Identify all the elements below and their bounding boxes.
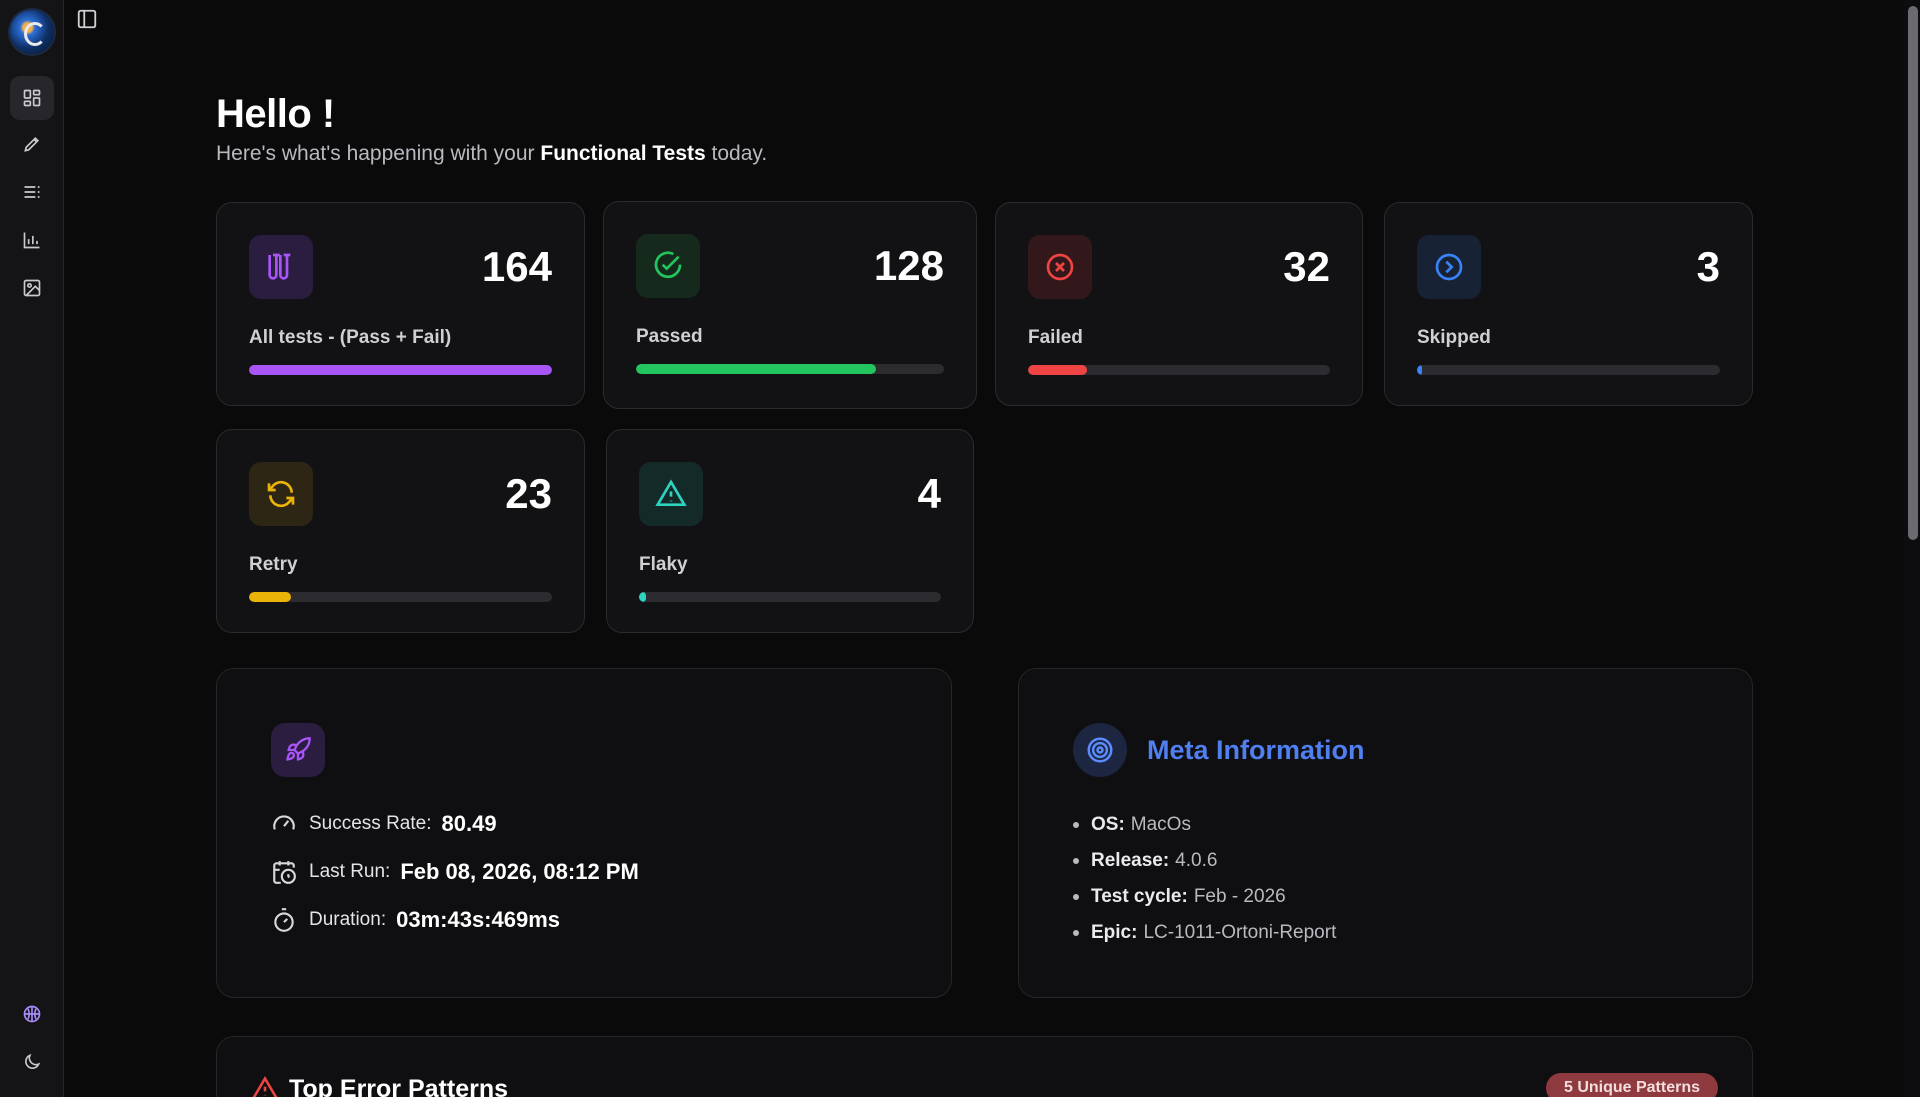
stat-icon-box [249, 235, 313, 299]
stat-progress-fill [249, 592, 292, 602]
warning-icon [252, 1075, 278, 1097]
stat-value: 23 [505, 470, 552, 517]
nav-charts[interactable] [10, 218, 54, 262]
sidebar [0, 0, 64, 1097]
list-icon [24, 186, 40, 198]
last-run-value: Feb 08, 2026, 08:12 PM [400, 859, 639, 884]
stat-value: 4 [917, 470, 941, 517]
warning-triangle-icon [655, 479, 687, 506]
error-patterns-title: Top Error Patterns [289, 1075, 509, 1097]
chevron-right-circle-icon [1435, 253, 1463, 281]
stat-value: 32 [1283, 243, 1330, 290]
stat-label: Retry [249, 554, 298, 575]
stat-card-flaky[interactable]: 4 Flaky [606, 429, 974, 633]
success-rate-label: Success Rate: [309, 813, 432, 834]
unique-patterns-badge: 5 Unique Patterns [1545, 1073, 1718, 1097]
theme-toggle[interactable] [10, 1040, 54, 1084]
stopwatch-icon [274, 908, 294, 932]
stat-value: 128 [873, 242, 944, 289]
gauge-icon [273, 815, 295, 830]
page-subtitle: Here's what's happening with your Functi… [216, 142, 768, 165]
nav-ai[interactable] [10, 992, 54, 1036]
stat-card-passed[interactable]: 128 Passed [603, 201, 977, 409]
stat-label: Skipped [1417, 327, 1491, 348]
stat-label: Passed [636, 326, 703, 347]
check-circle-icon [654, 251, 682, 279]
stat-progress [249, 592, 552, 602]
stat-label: Failed [1028, 327, 1083, 348]
stat-label: All tests - (Pass + Fail) [249, 327, 452, 348]
stat-progress [636, 364, 944, 374]
stat-progress-fill [1417, 365, 1423, 375]
meta-list: OS: MacOs Release: 4.0.6 Test cycle: Feb - … [1073, 807, 1336, 951]
sidebar-toggle-icon[interactable] [76, 8, 98, 30]
success-rate-value: 80.49 [441, 811, 497, 836]
stat-progress-fill [639, 592, 647, 602]
calendar-clock-icon [273, 861, 296, 884]
page-title: Hello ! [216, 92, 335, 136]
refresh-icon [267, 480, 295, 508]
duration-label: Duration: [309, 909, 387, 930]
nav-dashboard[interactable] [10, 76, 54, 120]
stat-progress-fill [636, 364, 877, 374]
last-run-row: Last Run: Feb 08, 2026, 08:12 PM [271, 859, 639, 885]
stat-icon-box [1417, 235, 1481, 299]
stat-icon-box [639, 462, 703, 526]
dashboard-icon [23, 89, 41, 107]
x-circle-icon [1046, 253, 1074, 281]
stat-progress [639, 592, 941, 602]
last-run-label: Last Run: [309, 861, 391, 882]
error-patterns-card: Top Error Patterns 5 Unique Patterns [216, 1036, 1753, 1097]
meta-panel: Meta Information OS: MacOs Release: 4.0.6 … [1018, 668, 1753, 998]
stat-progress [1028, 365, 1330, 375]
test-tubes-icon [268, 253, 291, 280]
stat-value: 3 [1696, 243, 1720, 290]
meta-item-os: OS: MacOs [1073, 807, 1336, 843]
target-icon-box [1073, 723, 1127, 777]
nav-pencil[interactable] [10, 122, 54, 166]
stat-progress-fill [1028, 365, 1087, 375]
stat-card-failed[interactable]: 32 Failed [995, 202, 1363, 406]
meta-item-test-cycle: Test cycle: Feb - 2026 [1073, 879, 1336, 915]
nav-list[interactable] [10, 170, 54, 214]
meta-item-release: Release: 4.0.6 [1073, 843, 1336, 879]
stat-progress [249, 365, 552, 375]
bar-chart-icon [23, 232, 40, 249]
stat-progress [1417, 365, 1720, 375]
duration-value: 03m:43s:469ms [396, 907, 561, 932]
stat-icon-box [1028, 235, 1092, 299]
rocket-icon [286, 737, 311, 761]
app-logo[interactable] [10, 10, 54, 54]
meta-item-epic: Epic: LC-1011-Ortoni-Report [1073, 915, 1336, 951]
stat-icon-box [249, 462, 313, 526]
stat-card-skipped[interactable]: 3 Skipped [1384, 202, 1753, 406]
stat-progress-fill [249, 365, 552, 375]
stat-label: Flaky [639, 554, 688, 575]
pencil-icon [24, 136, 40, 152]
success-rate-row: Success Rate: 80.49 [271, 811, 497, 837]
stat-card-all[interactable]: 164 All tests - (Pass + Fail) [216, 202, 585, 406]
nav-gallery[interactable] [10, 266, 54, 310]
stat-icon-box [636, 234, 700, 298]
target-icon [1087, 737, 1113, 763]
project-name: Functional Tests [540, 142, 706, 165]
brain-icon [23, 1005, 41, 1023]
rocket-icon-box [271, 723, 325, 777]
scrollbar-thumb[interactable] [1908, 6, 1918, 540]
meta-title: Meta Information [1147, 735, 1365, 765]
scrollbar[interactable] [1904, 0, 1920, 1097]
stat-value: 164 [481, 243, 552, 290]
stat-card-retry[interactable]: 23 Retry [216, 429, 585, 633]
image-icon [23, 279, 41, 297]
moon-icon [25, 1053, 41, 1069]
summary-panel: Success Rate: 80.49 Last Run: Feb 08, 20… [216, 668, 952, 998]
duration-row: Duration: 03m:43s:469ms [271, 907, 560, 933]
